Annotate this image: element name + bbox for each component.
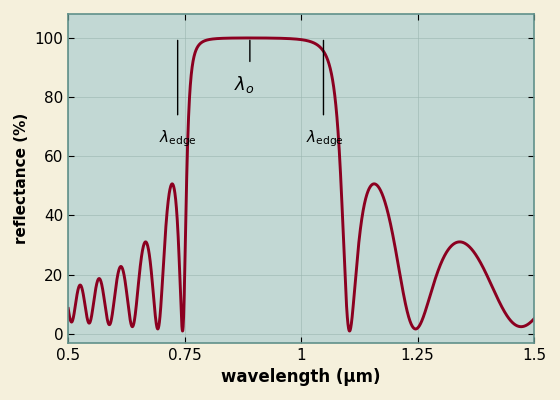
Text: $\lambda_o$: $\lambda_o$ — [234, 74, 254, 96]
Text: $\lambda_{\rm edge}$: $\lambda_{\rm edge}$ — [306, 128, 344, 149]
Text: $\lambda_{\rm edge}$: $\lambda_{\rm edge}$ — [159, 128, 197, 149]
Y-axis label: reflectance (%): reflectance (%) — [14, 113, 29, 244]
X-axis label: wavelength (μm): wavelength (μm) — [221, 368, 381, 386]
